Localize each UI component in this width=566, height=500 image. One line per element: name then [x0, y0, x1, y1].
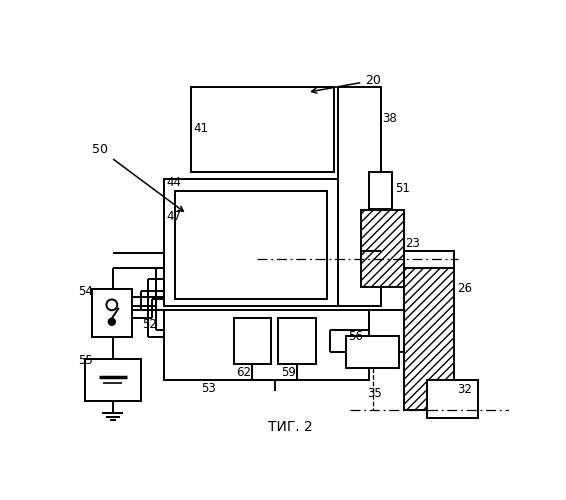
- Text: 59: 59: [281, 366, 297, 380]
- Text: 20: 20: [311, 74, 381, 93]
- Bar: [346, 336, 398, 368]
- Text: 32: 32: [457, 384, 471, 396]
- Bar: [191, 87, 335, 172]
- Bar: [92, 290, 132, 337]
- Text: 47: 47: [166, 210, 181, 223]
- Bar: [85, 359, 140, 401]
- Text: 55: 55: [79, 354, 93, 367]
- Bar: [361, 210, 404, 287]
- Bar: [164, 310, 369, 380]
- Bar: [404, 268, 454, 410]
- Text: 52: 52: [142, 318, 157, 331]
- Text: 53: 53: [201, 382, 216, 395]
- Text: 54: 54: [79, 285, 93, 298]
- Bar: [338, 87, 381, 306]
- Text: 26: 26: [457, 282, 471, 295]
- Bar: [427, 380, 478, 418]
- Text: 38: 38: [382, 112, 397, 126]
- Text: ΤИГ. 2: ΤИГ. 2: [268, 420, 312, 434]
- Text: 56: 56: [348, 330, 363, 342]
- Text: 41: 41: [193, 122, 208, 134]
- Circle shape: [108, 318, 115, 326]
- Text: 44: 44: [166, 176, 181, 190]
- Text: 35: 35: [367, 387, 381, 400]
- Text: 51: 51: [395, 182, 410, 194]
- Bar: [164, 180, 338, 306]
- Bar: [404, 251, 454, 268]
- Bar: [175, 191, 327, 298]
- Text: 62: 62: [236, 366, 251, 380]
- Bar: [369, 172, 392, 208]
- Text: 23: 23: [406, 237, 421, 250]
- Bar: [234, 318, 271, 364]
- Text: 50: 50: [92, 143, 183, 212]
- Bar: [278, 318, 316, 364]
